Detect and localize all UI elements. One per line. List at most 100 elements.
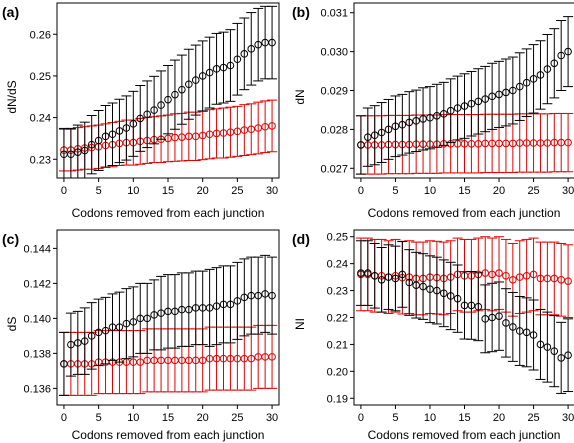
panel-c-point-black [171,307,179,316]
panel-a-ytick-label: 0.25 [30,71,51,83]
panel-c-xtick-label: 0 [61,412,67,424]
panel-c-point-red [136,358,145,366]
panel-a-point-red [233,127,242,136]
panel-d-point-black [509,323,517,331]
panel-d-point-black [439,289,448,298]
panel-c-point-black [94,328,103,337]
panel-a-xlabel: Codons removed from each junction [72,206,265,220]
panel-d-point-red [564,277,572,285]
panel-d-xlabel: Codons removed from each junction [368,428,561,442]
panel-a-point-black [247,45,256,53]
panel-b-point-black [564,47,572,56]
panel-a-point-black [101,132,110,141]
panel-d-point-black [564,351,572,359]
panel-a-point-black [205,68,214,77]
panel-b-plot: 0 5 10 15 20 25 30 0.027 0.028 0.029 0.030 0.031 [320,2,574,197]
panel-b-point-black [557,51,565,60]
panel-a-point-black [226,61,235,70]
panel-d-point-red [522,271,531,280]
panel-d-point-black [446,292,455,300]
panel-d-point-red [515,273,524,281]
panel-c-xtick-label: 10 [127,412,139,424]
panel-d-point-black [453,294,462,303]
panel-d-point-black [364,269,372,277]
panel-a-point-red [254,124,262,132]
panel-b-point-black [502,88,510,97]
panel-c-point-black [143,314,151,323]
panel-b-point-black [453,104,462,112]
panel-a-point-black [219,63,228,72]
panel-d-point-black [515,327,524,335]
panel-b-point-black [446,106,455,115]
panel-b-point-red [564,138,572,147]
panel-d-point-black [536,340,545,349]
panel-d-xtick-label: 30 [562,412,574,424]
panel-a-point-black [212,65,221,73]
panel-b-series-black [355,16,574,175]
panel-b-point-black [439,110,448,118]
panel-b-point-black [529,75,538,83]
panel-a-point-black [129,120,138,128]
panel-d-point-red [495,269,503,277]
panel-a-ytick-label: 0.26 [30,29,51,41]
panel-a-point-black [136,114,145,123]
panel-b: (b) Codons removed from each junction dN [292,4,560,220]
panel-d-xtick-label: 15 [458,412,470,424]
panel-a-point-black [143,110,151,119]
panel-a-xtick-label: 10 [127,185,139,197]
panel-d-xtick-label: 20 [493,412,505,424]
panel-d-point-black [391,274,400,283]
panel-b-point-black [412,117,420,125]
panel-b-xtick-label: 10 [424,185,436,197]
panel-d-point-black [384,273,393,281]
panel-d-point-black [370,271,379,280]
panel-a-point-black [240,50,249,58]
panel-c-point-red [247,354,256,363]
panel-c-xtick-label: 20 [197,412,209,424]
panel-c-xtick-label: 5 [96,412,102,424]
panel-d-xtick-label: 10 [424,412,436,424]
panel-b-point-black [460,102,469,110]
panel-b-point-black [398,120,407,129]
panel-b-point-black [550,59,559,68]
panel-a-point-black [164,95,172,104]
panel-d-point-red [509,276,517,284]
panel-c-ytick-label: 0.138 [23,348,51,360]
panel-c-point-black [157,309,165,317]
panel-b-point-black [488,92,496,101]
panel-a-point-black [233,55,242,64]
panel-a-plot: 0 5 10 15 20 25 30 0.23 0.24 0.25 0.26 [30,2,280,197]
panel-b-point-black [370,131,379,140]
panel-d-xtick-label: 25 [527,412,539,424]
panel-b-label: (b) [292,4,310,20]
panel-c-point-black [129,318,138,326]
panel-b-point-black [405,118,414,127]
panel-c-point-black [240,293,249,302]
panel-a-point-red [247,125,256,134]
panel-d-point-black [377,276,386,284]
panel-b-ytick-label: 0.028 [320,124,348,136]
panel-d-ytick-label: 0.22 [327,313,348,325]
panel-d-ytick-label: 0.24 [327,259,348,271]
panel-b-xtick-label: 0 [358,185,364,197]
panel-d-point-black [495,312,503,320]
panel-b-point-black [426,113,434,122]
panel-c-series-black [58,254,278,396]
panel-a-point-red [268,122,276,130]
panel-b-point-black [515,82,524,91]
panel-d-point-black [557,354,565,362]
panel-d-point-black [522,328,531,337]
panel-d-point-black [405,278,414,287]
panel-c-point-black [226,300,235,309]
panel-d-point-black [488,313,496,322]
panel-c-xtick-label: 15 [162,412,174,424]
panel-c-point-red [198,356,207,365]
panel-c-ytick-label: 0.136 [23,383,51,395]
panel-b-point-black [364,133,372,141]
panel-c-point-black [60,360,68,368]
panel-a-point-black [191,76,200,84]
panel-d-point-black [481,315,490,323]
panel-b-point-black [474,97,483,106]
panel-b-xtick-label: 5 [392,185,398,197]
